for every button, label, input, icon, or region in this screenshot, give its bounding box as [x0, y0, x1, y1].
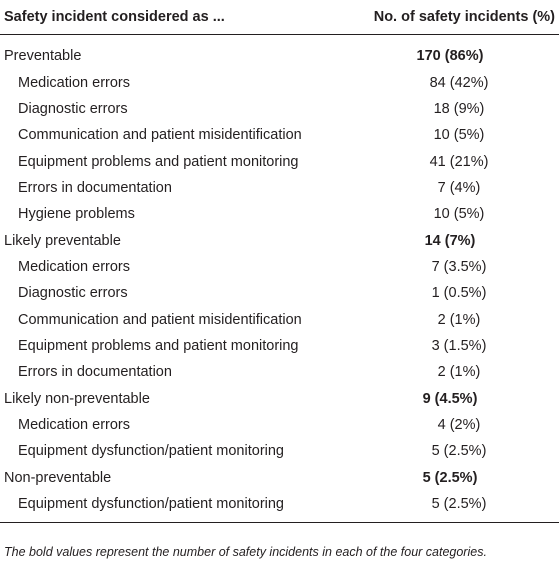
row-value: 14 (7%) — [424, 232, 476, 249]
header-cell: No. of safety incidents (%) — [341, 0, 559, 35]
item-row: Communication and patient misidentificat… — [0, 122, 559, 148]
item-row: Equipment problems and patient monitorin… — [0, 333, 559, 359]
item-row: Equipment dysfunction/patient monitoring… — [0, 438, 559, 464]
row-label: Hygiene problems — [18, 206, 135, 223]
row-label: Likely preventable — [4, 232, 121, 249]
table-header: Safety incident considered as ... No. of… — [0, 0, 559, 35]
footnote: The bold values represent the number of … — [4, 545, 487, 559]
group-row: Non-preventable 5 (2.5%) — [0, 465, 559, 491]
row-value: 9 (4.5%) — [422, 390, 478, 407]
row-label: Non-preventable — [4, 469, 112, 486]
row-label: Errors in documentation — [18, 364, 172, 381]
row-label: Preventable — [4, 48, 82, 65]
item-row: Hygiene problems 10 (5%) — [0, 201, 559, 227]
row-value: 84 (42%) — [429, 74, 489, 91]
group-row: Likely preventable 14 (7%) — [0, 227, 559, 253]
row-label: Equipment dysfunction/patient monitoring — [18, 443, 284, 460]
row-label: Equipment problems and patient monitorin… — [18, 337, 299, 354]
row-label: Likely non-preventable — [4, 390, 150, 407]
row-value: 5 (2.5%) — [341, 490, 559, 524]
item-row: Communication and patient misidentificat… — [0, 306, 559, 332]
row-label: Medication errors — [18, 258, 131, 275]
row-value: 7 (3.5%) — [431, 258, 487, 275]
item-row: Equipment dysfunction/patient monitoring… — [0, 490, 559, 524]
group-row: Likely non-preventable 9 (4.5%) — [0, 385, 559, 411]
row-label: Diagnostic errors — [18, 285, 128, 302]
row-value: 18 (9%) — [433, 100, 485, 117]
header-cell: Safety incident considered as ... — [0, 0, 341, 35]
row-value: 1 (0.5%) — [431, 285, 487, 302]
row-value: 4 (2%) — [437, 416, 481, 433]
row-value: 3 (1.5%) — [431, 337, 487, 354]
incident-table: Safety incident considered as ... No. of… — [0, 0, 559, 524]
row-value: 10 (5%) — [433, 206, 485, 223]
table-body: Preventable 170 (86%) Medication errors 84 … — [0, 35, 559, 524]
row-label: Equipment dysfunction/patient monitoring — [0, 490, 341, 524]
group-row: Preventable 170 (86%) — [0, 35, 559, 70]
item-row: Medication errors 84 (42%) — [0, 69, 559, 95]
row-label: Medication errors — [18, 74, 131, 91]
row-value: 170 (86%) — [416, 48, 484, 65]
row-value: 41 (21%) — [429, 153, 489, 170]
row-value: 2 (1%) — [437, 364, 481, 381]
row-value: 5 (2.5%) — [422, 469, 478, 486]
row-label: Communication and patient misidentificat… — [18, 311, 302, 328]
row-value: 10 (5%) — [433, 127, 485, 144]
row-label: Communication and patient misidentificat… — [18, 127, 302, 144]
item-row: Medication errors 7 (3.5%) — [0, 254, 559, 280]
item-row: Errors in documentation 2 (1%) — [0, 359, 559, 385]
row-label: Errors in documentation — [18, 179, 172, 196]
row-label: Diagnostic errors — [18, 100, 128, 117]
row-label: Medication errors — [18, 416, 131, 433]
item-row: Equipment problems and patient monitorin… — [0, 148, 559, 174]
item-row: Diagnostic errors 1 (0.5%) — [0, 280, 559, 306]
row-value: 7 (4%) — [437, 179, 481, 196]
header-row: Safety incident considered as ... No. of… — [0, 0, 559, 35]
item-row: Errors in documentation 7 (4%) — [0, 175, 559, 201]
item-row: Medication errors 4 (2%) — [0, 412, 559, 438]
item-row: Diagnostic errors 18 (9%) — [0, 96, 559, 122]
row-label: Equipment problems and patient monitorin… — [18, 153, 299, 170]
row-value: 5 (2.5%) — [431, 443, 487, 460]
row-value: 2 (1%) — [437, 311, 481, 328]
